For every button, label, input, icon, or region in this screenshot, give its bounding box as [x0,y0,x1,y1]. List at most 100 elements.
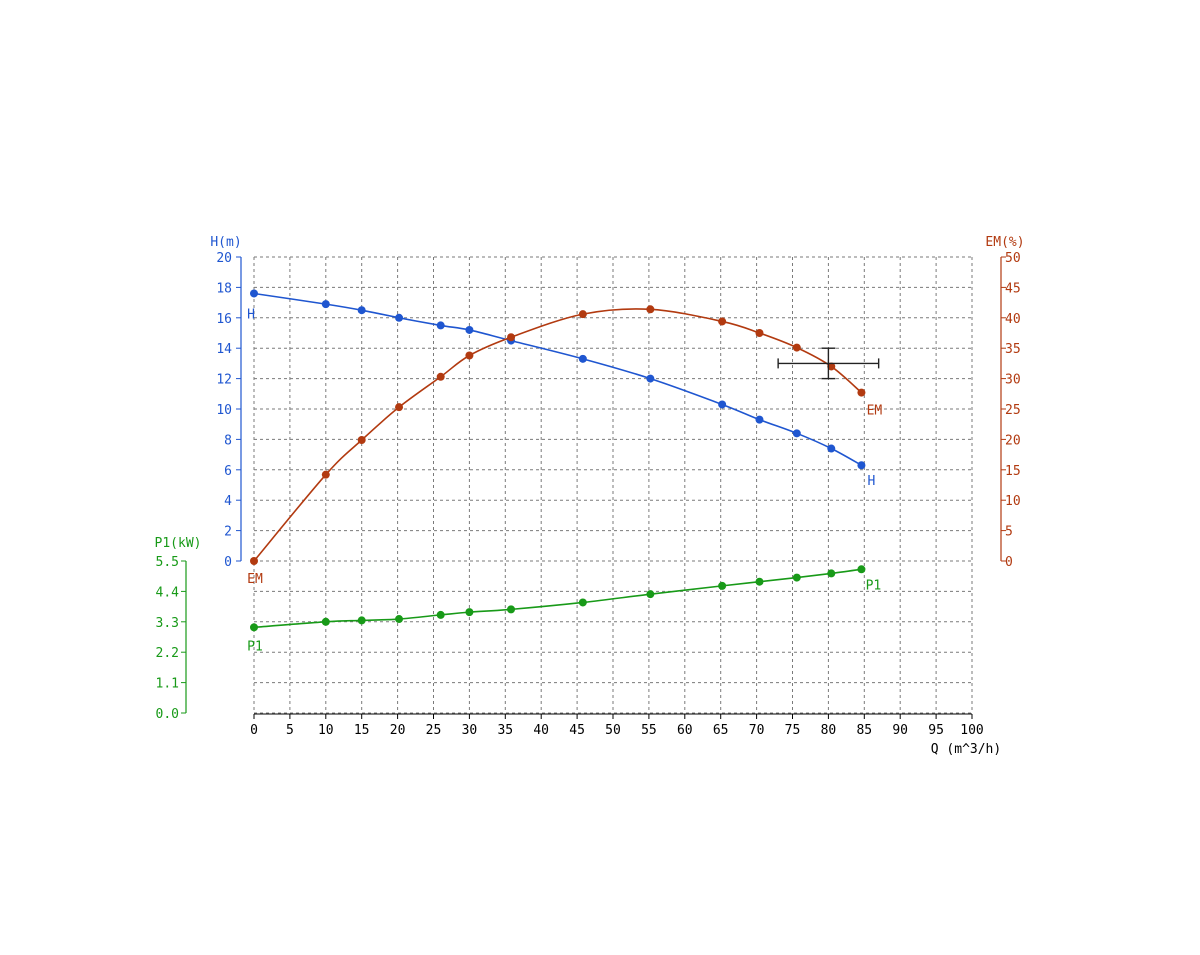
axes-layer: 02468101214161820H(m)0510152025303540455… [155,235,1025,757]
flow-tick-label: 85 [856,723,872,738]
power-point [755,577,764,586]
head-point [827,444,836,453]
efficiency-point [465,351,474,360]
efficiency-point [395,403,404,412]
power-point [792,573,801,582]
flow-tick-label: 15 [354,723,370,738]
head-tick-label: 20 [216,251,232,266]
power-tick-label: 0.0 [156,707,179,722]
efficiency-point [578,310,587,319]
power-start-label: P1 [247,639,263,654]
head-start-label: H [247,307,255,322]
power-end-label: P1 [866,578,882,593]
efficiency-point [250,557,258,565]
flow-tick-label: 50 [605,723,621,738]
head-point [250,289,258,298]
efficiency-tick-label: 45 [1005,281,1021,296]
head-axis-title: H(m) [210,235,241,250]
head-tick-label: 6 [224,464,232,479]
flow-tick-label: 10 [318,723,334,738]
flow-tick-label: 25 [426,723,442,738]
head-point [465,325,474,334]
efficiency-tick-label: 35 [1005,342,1021,357]
flow-tick-label: 5 [286,723,294,738]
head-tick-label: 14 [216,342,232,357]
flow-tick-label: 75 [785,723,801,738]
power-tick-label: 4.4 [156,585,180,600]
power-point [827,569,836,578]
flow-tick-label: 80 [821,723,837,738]
power-point [646,590,655,599]
head-point [578,354,587,363]
head-point [321,300,330,309]
power-tick-label: 5.5 [156,555,179,570]
efficiency-tick-label: 30 [1005,373,1021,388]
duty-point-layer [777,347,880,380]
flow-tick-label: 35 [497,723,513,738]
power-point [436,610,445,619]
flow-tick-label: 90 [892,723,908,738]
head-point [792,429,801,438]
head-point [718,400,727,409]
power-point [250,623,258,632]
power-point [578,598,587,607]
power-point [857,565,866,574]
head-point [646,374,655,383]
efficiency-point [321,470,330,479]
efficiency-point [857,388,866,397]
power-point [507,605,516,614]
flow-tick-label: 20 [390,723,406,738]
flow-tick-label: 60 [677,723,693,738]
power-point [465,608,474,617]
head-tick-label: 2 [224,525,232,540]
head-tick-label: 16 [216,312,232,327]
head-point [857,461,866,470]
head-point [755,415,764,424]
flow-tick-label: 45 [569,723,585,738]
flow-tick-label: 70 [749,723,765,738]
flow-tick-label: 0 [250,723,258,738]
power-axis-title: P1(kW) [155,536,202,551]
flow-tick-label: 100 [960,723,983,738]
power-point [395,615,404,624]
efficiency-tick-label: 10 [1005,494,1021,509]
efficiency-start-label: EM [247,572,263,587]
flow-tick-label: 30 [462,723,478,738]
efficiency-tick-label: 50 [1005,251,1021,266]
efficiency-tick-label: 40 [1005,312,1021,327]
flow-tick-label: 95 [928,723,944,738]
efficiency-point [646,305,655,314]
power-point [321,617,330,626]
efficiency-point [792,343,801,352]
power-point [357,616,366,625]
head-tick-label: 0 [224,555,232,570]
flow-tick-label: 55 [641,723,657,738]
efficiency-point [755,329,764,337]
efficiency-tick-label: 20 [1005,433,1021,448]
power-curve [253,568,862,629]
efficiency-point [827,362,836,371]
efficiency-tick-label: 5 [1005,525,1013,540]
efficiency-point [436,372,445,381]
efficiency-curve [253,308,862,562]
efficiency-end-label: EM [867,404,883,419]
efficiency-tick-label: 25 [1005,403,1021,418]
head-tick-label: 12 [216,373,232,388]
efficiency-point [357,436,366,445]
head-tick-label: 18 [216,281,232,296]
power-tick-label: 2.2 [156,646,179,661]
flow-axis-title: Q (m^3/h) [931,742,1001,757]
efficiency-tick-label: 15 [1005,464,1021,479]
power-point [718,581,727,590]
efficiency-point [507,333,516,342]
head-point [436,321,445,330]
efficiency-tick-label: 0 [1005,555,1013,570]
flow-tick-label: 40 [533,723,549,738]
grid-layer [253,256,973,714]
flow-tick-label: 65 [713,723,729,738]
head-point [395,313,404,322]
head-end-label: H [868,474,876,489]
head-tick-label: 4 [224,494,232,509]
